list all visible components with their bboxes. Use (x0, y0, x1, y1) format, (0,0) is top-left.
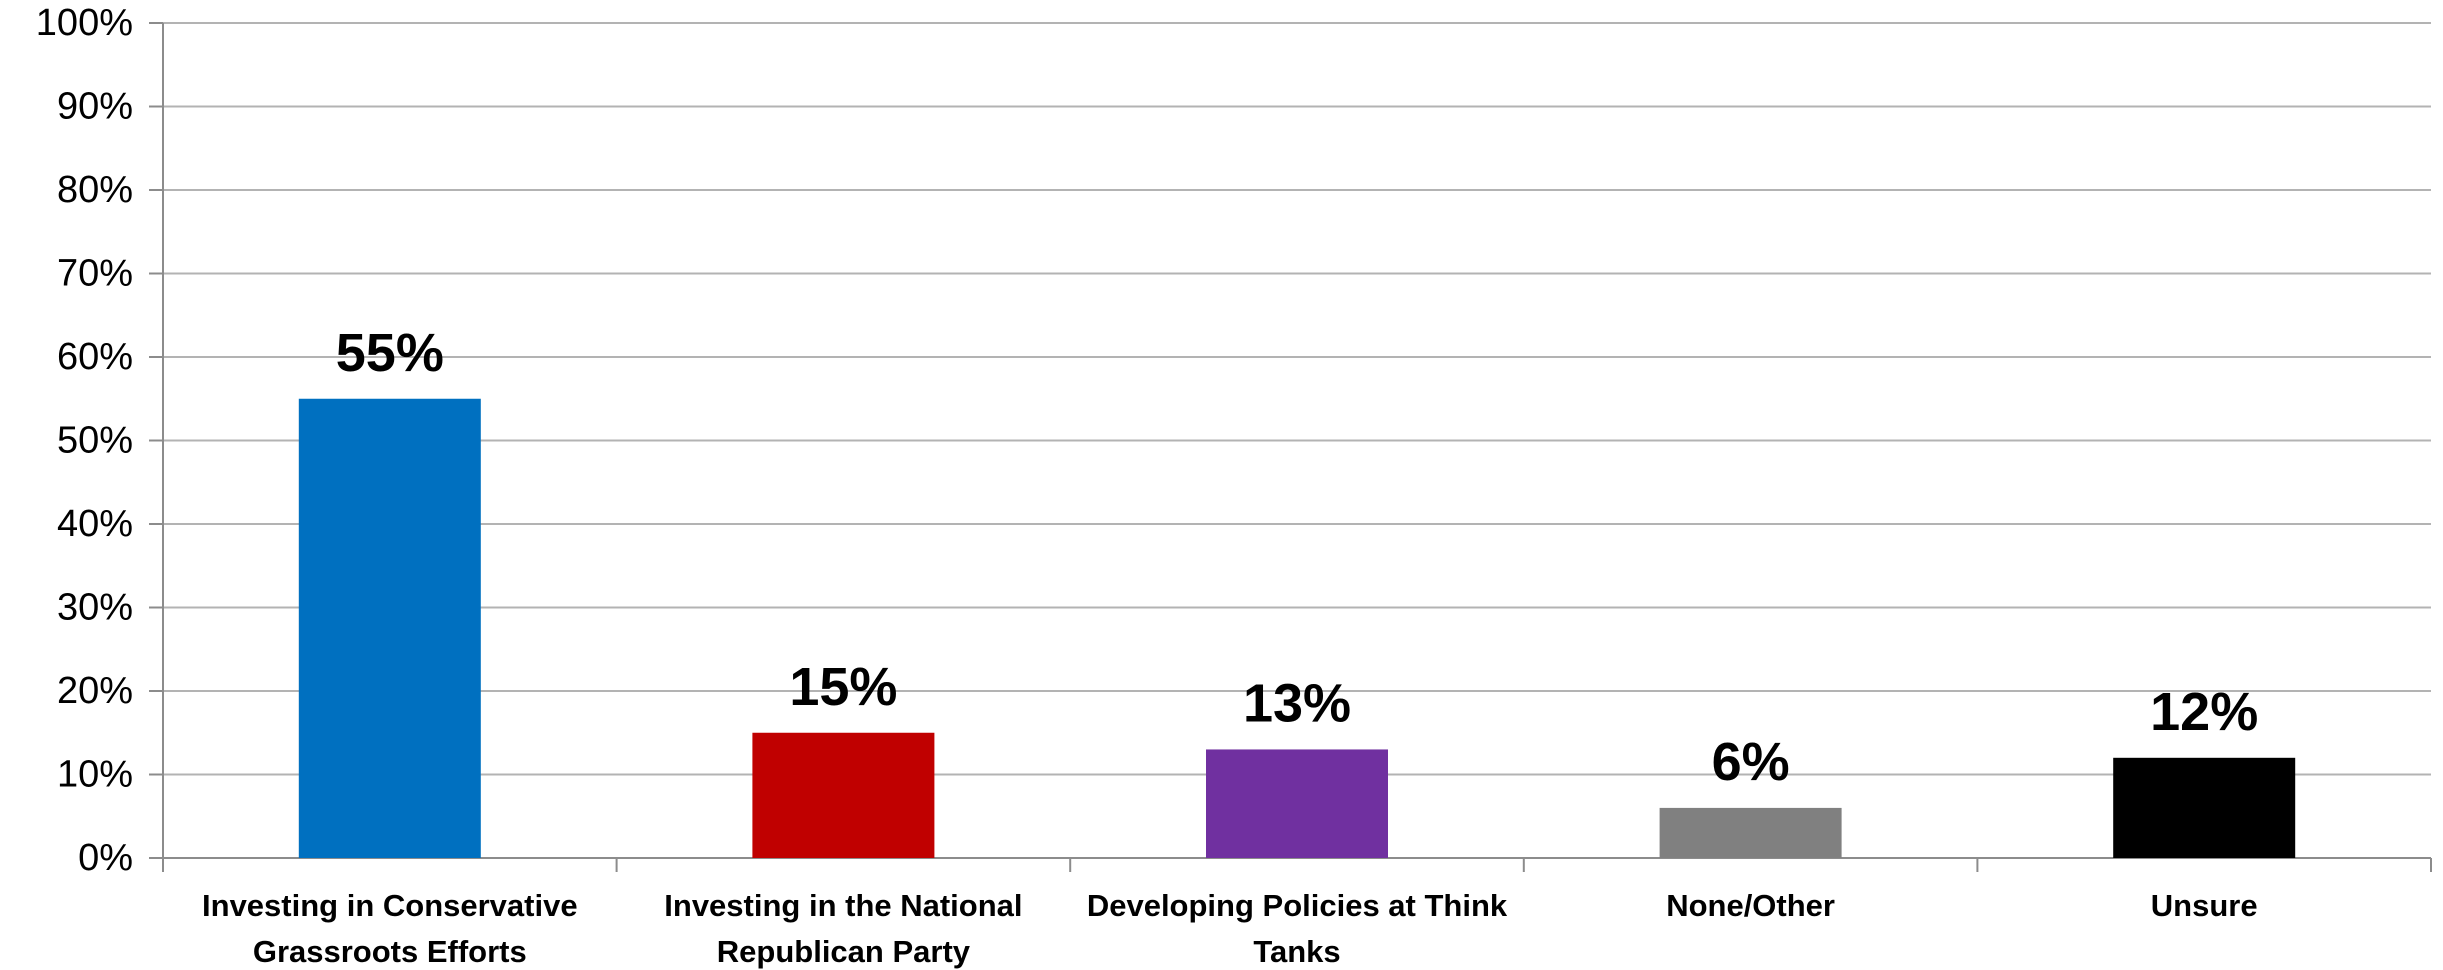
data-label: 55% (336, 323, 444, 383)
category-label: Investing in Conservative Grassroots Effo… (202, 888, 578, 969)
y-tick-label: 50% (57, 420, 133, 462)
category-label-line: Tanks (1253, 934, 1340, 969)
y-tick-label: 80% (57, 169, 133, 211)
category-label: Developing Policies at Think Tanks (1087, 888, 1508, 969)
labels: 0% 10% 20% 30% 40% 50% 60% 70% 80% 90% 100% 55% Inve… (36, 2, 2258, 969)
y-tick-label: 20% (57, 670, 133, 712)
category-label-line: Developing Policies at Think (1087, 888, 1508, 923)
y-tick-label: 70% (57, 253, 133, 295)
data-label: 13% (1243, 673, 1351, 733)
category-label-line: Grassroots Efforts (253, 934, 527, 969)
category-label-line: Investing in Conservative (202, 888, 578, 923)
bar (298, 398, 481, 858)
bar (1659, 807, 1842, 858)
category-label: Investing in the National Republican Part… (664, 888, 1022, 969)
y-tick-label: 90% (57, 86, 133, 128)
y-tick-label: 0% (78, 837, 133, 879)
data-label: 6% (1712, 732, 1790, 792)
category-label-line: Unsure (2151, 888, 2258, 923)
category-label-line: Investing in the National (664, 888, 1022, 923)
category-label: Unsure (2151, 888, 2258, 923)
category-label: None/Other (1666, 888, 1835, 923)
y-tick-label: 30% (57, 587, 133, 629)
bar (1206, 749, 1388, 858)
bar (2113, 757, 2296, 858)
axes (149, 22, 2432, 872)
y-tick-label: 100% (36, 2, 133, 44)
category-label-line: None/Other (1666, 888, 1835, 923)
y-tick-label: 10% (57, 754, 133, 796)
bars (298, 398, 2296, 858)
y-tick-label: 60% (57, 336, 133, 378)
bar (752, 732, 935, 858)
category-label-line: Republican Party (717, 934, 971, 969)
data-label: 12% (2150, 682, 2258, 742)
y-tick-label: 40% (57, 503, 133, 545)
data-label: 15% (789, 657, 897, 717)
gridlines (163, 22, 2431, 776)
